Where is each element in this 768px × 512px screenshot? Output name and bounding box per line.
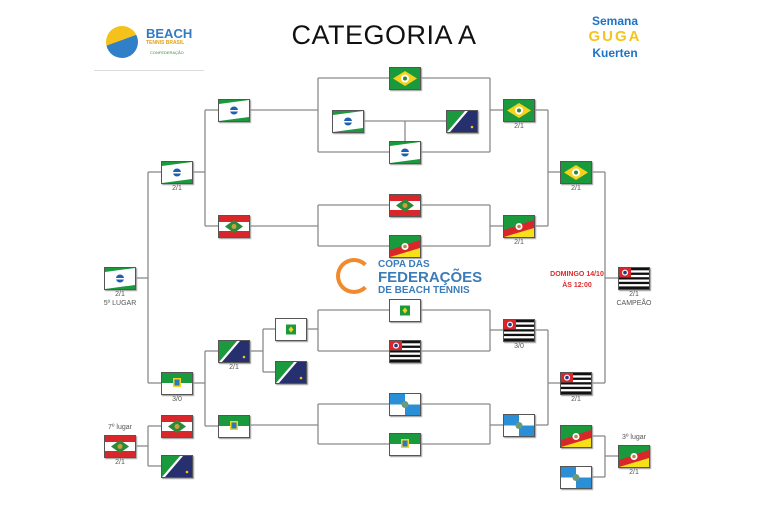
logo-text-copa: COPA DAS: [378, 259, 430, 270]
flag-sao-paulo-icon: [560, 372, 592, 395]
flag-santa-catarina-icon: [161, 415, 193, 438]
flag-rio-grande-do-sul-icon: [618, 445, 650, 468]
final-date: DOMINGO 14/10: [550, 271, 604, 278]
final-schedule: DOMINGO 14/10 ÀS 12:00: [542, 269, 612, 291]
flag-mato-grosso-do-sul-icon: [161, 455, 193, 478]
flag-santa-catarina-icon: [104, 435, 136, 458]
flag-mato-grosso-do-sul-icon: [446, 110, 478, 133]
flag-rio-grande-do-norte-icon: [218, 415, 250, 438]
logo-text-beach: BEACH: [146, 26, 193, 41]
logo-text-conf: CONFEDERAÇÃO: [150, 50, 184, 55]
flag-rio-de-janeiro-icon: [389, 393, 421, 416]
copa-federacoes-logo: COPA DAS FEDERAÇÕES DE BEACH TENNIS: [336, 256, 483, 300]
logo-text-beach-tennis: DE BEACH TENNIS: [378, 285, 470, 296]
flag-parana-icon: [161, 161, 193, 184]
flag-santa-catarina-icon: [389, 194, 421, 217]
flag-ceara-icon: [560, 161, 592, 184]
match-score: 2/1: [571, 185, 581, 192]
flag-rio-de-janeiro-icon: [560, 466, 592, 489]
logo-text-kuerten: Kuerten: [592, 46, 638, 60]
flag-mato-grosso-do-sul-icon: [275, 361, 307, 384]
flag-parana-icon: [104, 267, 136, 290]
semana-guga-logo: Semana GUGA Kuerten: [570, 14, 660, 60]
flag-sao-paulo-icon: [503, 319, 535, 342]
flag-rio-grande-do-sul-icon: [389, 235, 421, 258]
flag-rio-grande-do-sul-icon: [503, 215, 535, 238]
placement-label: 5º LUGAR: [103, 300, 137, 307]
flag-parana-icon: [332, 110, 364, 133]
flag-distrito-federal-icon: [389, 299, 421, 322]
flag-sao-paulo-icon: [389, 340, 421, 363]
flag-rio-grande-do-norte-icon: [389, 433, 421, 456]
beach-ball-icon: [106, 26, 138, 58]
final-time: ÀS 12:00: [562, 282, 592, 289]
match-score: 2/1: [629, 469, 639, 476]
match-score: 2/1: [229, 364, 239, 371]
match-score: 2/1: [571, 396, 581, 403]
match-score: 2/1: [629, 291, 639, 298]
flag-rio-grande-do-sul-icon: [560, 425, 592, 448]
flag-parana-icon: [389, 141, 421, 164]
match-score: 2/1: [514, 123, 524, 130]
match-score: 2/1: [115, 291, 125, 298]
logo-text-guga: GUGA: [588, 28, 642, 45]
logo-text-semana: Semana: [591, 14, 639, 28]
logo-text-federacoes: FEDERAÇÕES: [378, 269, 483, 286]
match-score: 2/1: [115, 459, 125, 466]
flag-ceara-icon: [503, 99, 535, 122]
match-score: 2/1: [172, 185, 182, 192]
placement-label: 3º lugar: [622, 434, 646, 441]
flag-mato-grosso-do-sul-icon: [218, 340, 250, 363]
tennis-ball-swoosh-icon: [336, 258, 372, 294]
logo-text-tennis: TENNIS BRASIL: [146, 40, 185, 46]
flag-distrito-federal-icon: [275, 318, 307, 341]
flag-sao-paulo-icon: [618, 267, 650, 290]
placement-label: CAMPEÃO: [616, 300, 652, 307]
match-score: 2/1: [514, 239, 524, 246]
flag-santa-catarina-icon: [218, 215, 250, 238]
placement-label: 7º lugar: [108, 424, 132, 431]
page-title: CATEGORIA A: [291, 20, 477, 50]
match-score: 3/0: [514, 343, 524, 350]
flag-parana-icon: [218, 99, 250, 122]
flag-rio-de-janeiro-icon: [503, 414, 535, 437]
flag-ceara-icon: [389, 67, 421, 90]
beach-tennis-brasil-logo: BEACH TENNIS BRASIL CONFEDERAÇÃO: [94, 14, 204, 71]
flag-rio-grande-do-norte-icon: [161, 372, 193, 395]
match-score: 3/0: [172, 396, 182, 403]
